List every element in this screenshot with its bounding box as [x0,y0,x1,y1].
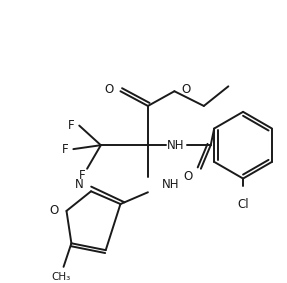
Text: O: O [181,83,191,96]
Text: NH: NH [162,178,179,191]
Text: CH₃: CH₃ [51,272,70,282]
Text: F: F [62,143,69,156]
Text: N: N [74,178,83,191]
Text: NH: NH [167,139,184,152]
Text: F: F [79,169,85,182]
Text: F: F [68,119,74,132]
Text: O: O [104,83,114,96]
Text: O: O [184,170,193,183]
Text: O: O [49,204,59,217]
Text: Cl: Cl [237,198,249,211]
